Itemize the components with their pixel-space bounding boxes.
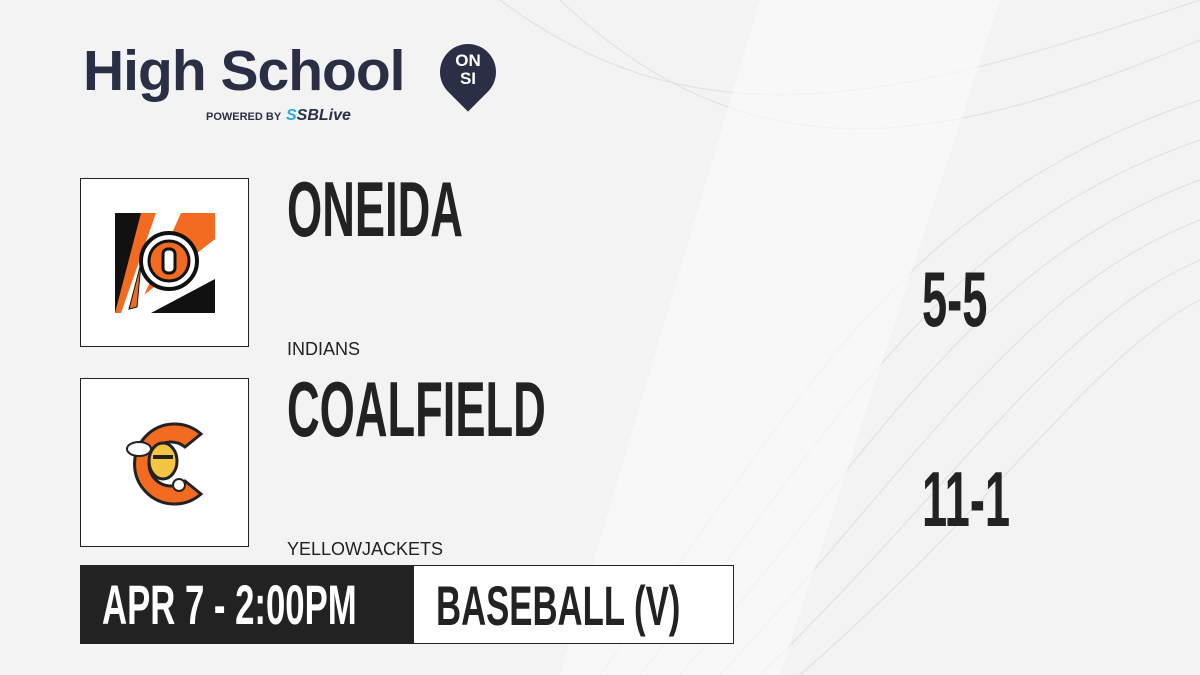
team-logo-oneida bbox=[80, 178, 249, 347]
powered-by-label: POWERED BY bbox=[206, 111, 282, 123]
team-score: 5-5 bbox=[922, 255, 988, 343]
game-sport: BASEBALL (V) bbox=[436, 574, 681, 637]
game-datetime-box: APR 7 - 2:00PM bbox=[80, 565, 413, 644]
team-logo-coalfield bbox=[80, 378, 249, 547]
oneida-logo-icon bbox=[115, 213, 215, 313]
game-sport-box: BASEBALL (V) bbox=[413, 565, 734, 644]
team-name: COALFIELD bbox=[287, 365, 546, 453]
team-score: 11-1 bbox=[922, 455, 1011, 543]
brand-title: High School bbox=[83, 39, 405, 103]
team-name: ONEIDA bbox=[287, 165, 463, 253]
coalfield-logo-icon bbox=[126, 422, 204, 506]
sblive-logo: SSBLive bbox=[286, 107, 351, 124]
team-mascot: YELLOWJACKETS bbox=[287, 539, 444, 559]
on-si-badge: ON SI bbox=[455, 51, 481, 88]
team-mascot: INDIANS bbox=[287, 339, 361, 359]
game-datetime: APR 7 - 2:00PM bbox=[102, 573, 357, 636]
